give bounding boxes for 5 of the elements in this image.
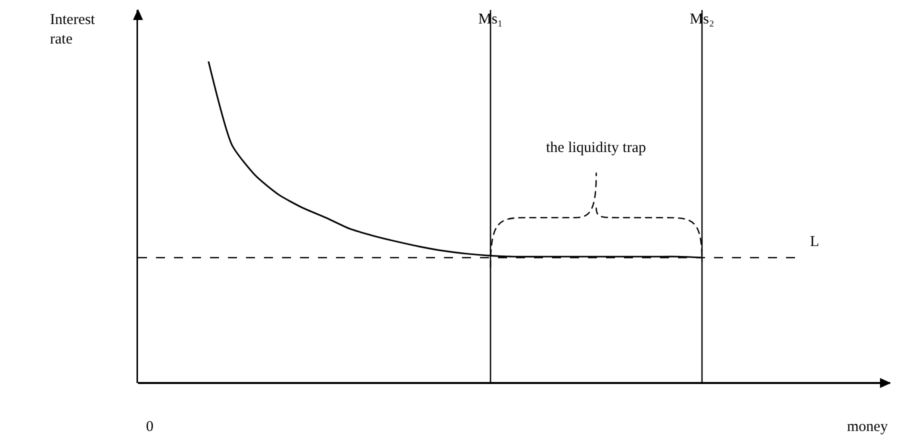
text: 0 — [146, 419, 154, 435]
annotation: the liquidity trap — [546, 140, 646, 156]
y-axis-title: Interest rate — [50, 12, 96, 48]
x-axis-title: money — [847, 419, 888, 435]
ref-line-label: L — [810, 234, 820, 250]
